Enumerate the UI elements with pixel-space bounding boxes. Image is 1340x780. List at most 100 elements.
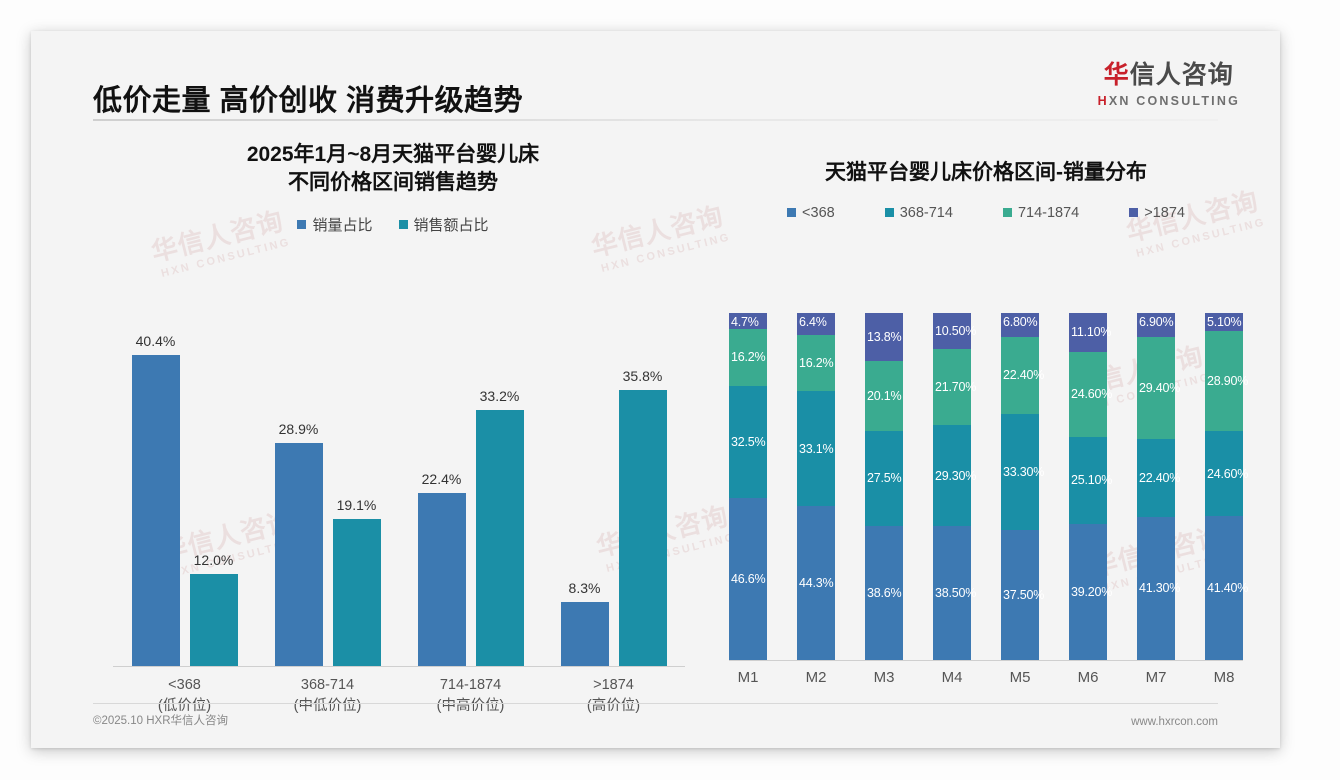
- legend-item[interactable]: 368-714: [884, 205, 953, 221]
- x-tick-secondary: (高价位): [586, 698, 641, 715]
- left-chart-legend: 销量占比 销售额占比: [93, 214, 693, 235]
- legend-item[interactable]: <368: [787, 205, 835, 221]
- stacked-segment[interactable]: 39.20%: [1069, 523, 1112, 660]
- stacked-segment[interactable]: 5.10%: [1205, 313, 1243, 331]
- stacked-segment[interactable]: 16.2%: [729, 329, 767, 386]
- bar[interactable]: 40.4%: [131, 333, 180, 666]
- stacked-segment[interactable]: 46.6%: [729, 498, 767, 660]
- grouped-bar-plot-area: 40.4% 12.0% 28.9% 19.1% 22.4% 33.2% 8.3% 35.8%: [113, 327, 685, 667]
- legend-item[interactable]: >1874: [1129, 205, 1185, 221]
- legend-swatch-icon: [787, 208, 797, 218]
- stacked-bar[interactable]: 10.50% 21.70% 29.30% 38.50%: [933, 313, 976, 660]
- slide-card: 华信人咨询 HXN CONSULTING 华信人咨询 HXN CONSULTIN…: [31, 31, 1280, 748]
- stacked-bar[interactable]: 11.10% 24.60% 25.10% 39.20%: [1069, 313, 1112, 660]
- stacked-segment[interactable]: 41.40%: [1205, 516, 1248, 660]
- legend-label: 销售额占比: [413, 217, 489, 235]
- x-tick-primary: <368: [168, 677, 201, 693]
- bar-value-label: 12.0%: [193, 551, 234, 568]
- logo-en-accent: H: [1097, 94, 1109, 108]
- segment-value-label: 44.3%: [799, 576, 834, 591]
- stacked-bar[interactable]: 6.4% 16.2% 33.1% 44.3%: [797, 313, 835, 660]
- stacked-segment[interactable]: 25.10%: [1069, 436, 1112, 524]
- stacked-bar[interactable]: 5.10% 28.90% 24.60% 41.40%: [1205, 313, 1248, 660]
- stacked-segment[interactable]: 22.40%: [1001, 336, 1044, 415]
- bar-fill: [417, 493, 466, 666]
- segment-value-label: 11.10%: [1071, 325, 1112, 340]
- logo-cn-accent: 华: [1103, 61, 1130, 89]
- bar[interactable]: 22.4%: [417, 471, 466, 666]
- stacked-segment[interactable]: 22.40%: [1137, 438, 1180, 517]
- stacked-segment[interactable]: 29.40%: [1137, 336, 1180, 439]
- segment-value-label: 38.50%: [935, 586, 977, 601]
- bar-value-label: 35.8%: [622, 368, 663, 385]
- stacked-segment[interactable]: 16.2%: [797, 335, 835, 392]
- page-title: 低价走量 高价创收 消费升级趋势: [93, 85, 524, 117]
- stacked-segment[interactable]: 44.3%: [797, 506, 835, 660]
- bar[interactable]: 8.3%: [560, 580, 609, 666]
- bar-value-label: 19.1%: [336, 496, 377, 513]
- stacked-segment[interactable]: 11.10%: [1069, 313, 1111, 352]
- legend-item[interactable]: 714-1874: [1002, 205, 1079, 221]
- x-axis-tick-label: M2: [805, 669, 827, 686]
- stacked-segment[interactable]: 41.30%: [1137, 516, 1180, 660]
- segment-value-label: 13.8%: [867, 329, 902, 344]
- stacked-segment[interactable]: 6.4%: [797, 313, 835, 336]
- stacked-segment[interactable]: 20.1%: [865, 360, 903, 431]
- stacked-segment[interactable]: 6.90%: [1137, 313, 1175, 337]
- x-tick-primary: >1874: [593, 677, 634, 693]
- bar-fill: [560, 602, 609, 666]
- legend-swatch-icon: [398, 220, 408, 230]
- bar-fill: [274, 443, 323, 666]
- stacked-segment[interactable]: 37.50%: [1001, 529, 1044, 660]
- stacked-segment[interactable]: 24.60%: [1205, 430, 1248, 517]
- footer-website[interactable]: www.hxrcon.com: [1131, 716, 1218, 728]
- stacked-segment[interactable]: 6.80%: [1001, 313, 1039, 337]
- stacked-segment[interactable]: 21.70%: [933, 349, 976, 425]
- bar-value-label: 40.4%: [135, 332, 176, 349]
- stacked-segment[interactable]: 27.5%: [865, 430, 903, 527]
- stacked-segment[interactable]: 28.90%: [1205, 330, 1248, 431]
- x-axis-tick-label: M1: [737, 669, 759, 686]
- stacked-segment[interactable]: 38.50%: [933, 526, 976, 660]
- legend-item[interactable]: 销售额占比: [398, 214, 489, 235]
- bar[interactable]: 35.8%: [618, 368, 667, 666]
- stacked-segment[interactable]: 32.5%: [729, 385, 767, 499]
- bar[interactable]: 19.1%: [332, 497, 381, 666]
- x-axis-tick-label: M6: [1077, 669, 1099, 686]
- segment-value-label: 33.1%: [799, 441, 834, 456]
- legend-swatch-icon: [297, 220, 307, 230]
- segment-value-label: 16.2%: [731, 350, 766, 365]
- stacked-segment[interactable]: 10.50%: [933, 313, 976, 350]
- segment-value-label: 25.10%: [1071, 473, 1113, 488]
- bar-fill: [332, 518, 381, 666]
- logo-cn-rest: 信人咨询: [1129, 61, 1234, 89]
- stacked-bar[interactable]: 6.80% 22.40% 33.30% 37.50%: [1001, 313, 1044, 660]
- segment-value-label: 27.5%: [867, 471, 902, 486]
- bar[interactable]: 28.9%: [274, 421, 323, 666]
- segment-value-label: 41.40%: [1207, 581, 1249, 596]
- x-tick-secondary: (中低价位): [293, 698, 362, 715]
- stacked-segment[interactable]: 29.30%: [933, 424, 976, 527]
- stacked-segment[interactable]: 24.60%: [1069, 351, 1112, 437]
- footer-divider: [93, 703, 1218, 704]
- legend-item[interactable]: 销量占比: [297, 214, 373, 235]
- stacked-segment[interactable]: 4.7%: [729, 313, 767, 330]
- stacked-segment[interactable]: 33.1%: [797, 391, 835, 507]
- stacked-bar[interactable]: 4.7% 16.2% 32.5% 46.6%: [729, 313, 767, 660]
- stacked-segment[interactable]: 13.8%: [865, 313, 903, 361]
- bar[interactable]: 12.0%: [189, 552, 238, 666]
- segment-value-label: 37.50%: [1003, 587, 1045, 602]
- bar[interactable]: 33.2%: [475, 388, 524, 666]
- brand-logo: 华信人咨询 HXN CONSULTING: [1098, 55, 1240, 108]
- stacked-segment[interactable]: 38.6%: [865, 526, 903, 660]
- stacked-bar[interactable]: 6.90% 29.40% 22.40% 41.30%: [1137, 313, 1180, 660]
- segment-value-label: 24.60%: [1207, 466, 1249, 481]
- segment-value-label: 39.20%: [1071, 584, 1113, 599]
- segment-value-label: 28.90%: [1207, 373, 1249, 388]
- x-axis-tick-label: M7: [1145, 669, 1167, 686]
- stacked-bar-x-axis: M1 M2 M3 M4 M5 M6 M7 M8: [729, 669, 1243, 699]
- stacked-segment[interactable]: 33.30%: [1001, 414, 1044, 530]
- stacked-bar[interactable]: 13.8% 20.1% 27.5% 38.6%: [865, 313, 903, 660]
- right-chart-panel: 天猫平台婴儿床价格区间-销量分布 <368 368-714 714-1874 >187…: [721, 141, 1251, 721]
